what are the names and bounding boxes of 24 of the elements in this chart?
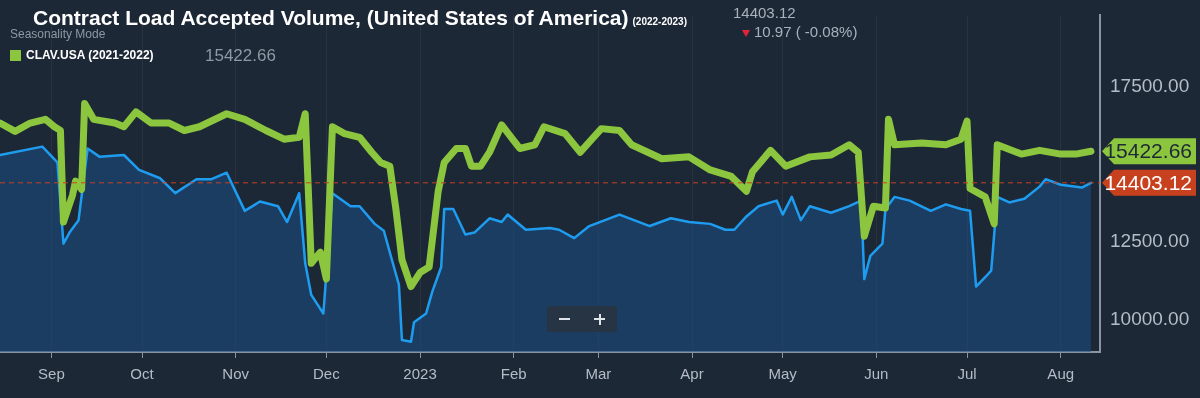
x-tick-label: Apr — [680, 365, 704, 383]
x-tick-label: Mar — [585, 365, 612, 383]
x-tick-label: Aug — [1047, 365, 1075, 383]
x-tick-label: Nov — [222, 365, 250, 383]
x-tick-label: Dec — [313, 365, 341, 383]
x-tick-label: Feb — [500, 365, 527, 383]
x-tick-label: 2023 — [403, 365, 437, 383]
x-tick-label: Sep — [38, 365, 65, 383]
y-tick-label: 10000.00 — [1110, 307, 1190, 329]
x-tick-label: May — [768, 365, 798, 383]
chart-subtitle: (2022-2023) — [632, 16, 687, 27]
x-tick-label: Jul — [957, 365, 977, 383]
chart-title: Contract Load Accepted Volume, (United States of America) — [33, 6, 629, 29]
x-tick-label: Oct — [130, 365, 155, 383]
y-tick-label: 17500.00 — [1110, 74, 1190, 96]
legend-label: CLAV.USA (2021-2022) — [26, 48, 154, 62]
x-tick-label: Jun — [864, 365, 889, 383]
annotation: 15422.66 — [1104, 139, 1192, 162]
legend-title: Seasonality Mode — [10, 27, 107, 41]
annotation: 15422.66 — [205, 46, 276, 65]
annotation: 10.97 ( -0.08%) — [754, 23, 858, 40]
annotation: 14403.12 — [733, 4, 796, 21]
ref-line-label: 14403.12 — [1104, 170, 1192, 194]
y-tick-label: 12500.00 — [1110, 230, 1190, 252]
